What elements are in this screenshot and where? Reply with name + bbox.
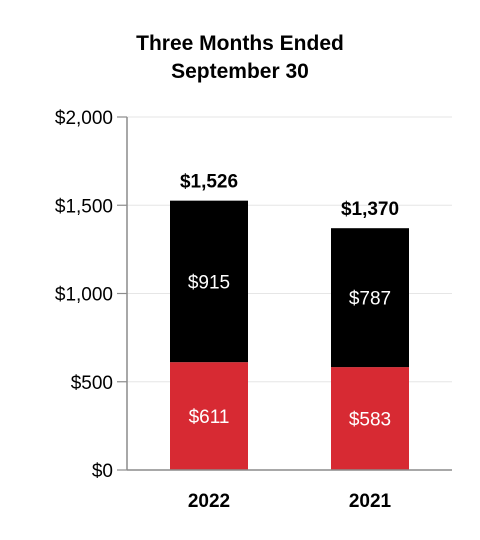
y-tick-label: $2,000: [55, 108, 113, 129]
bar-value-label: $915: [188, 272, 230, 293]
bar-segment: [170, 200, 248, 363]
bar-segment: [331, 367, 409, 470]
chart-title-line-1: Three Months Ended: [136, 32, 344, 55]
y-tick-label: $1,500: [55, 196, 113, 217]
chart-title-line-2: September 30: [171, 60, 309, 83]
bar-total-label: $1,526: [180, 172, 238, 193]
bar-value-label: $787: [349, 289, 391, 310]
bar-value-label: $583: [349, 410, 391, 431]
y-tick-label: $500: [71, 373, 113, 394]
bar-total-label: $1,370: [341, 199, 399, 220]
x-tick-label: 2022: [188, 491, 230, 512]
x-tick-label: 2021: [349, 491, 392, 512]
y-tick-label: $1,000: [55, 285, 113, 306]
bar-segment: [170, 362, 248, 470]
y-tick-label: $0: [92, 461, 113, 482]
bar-segment: [331, 228, 409, 368]
bar-value-label: $611: [189, 407, 230, 428]
